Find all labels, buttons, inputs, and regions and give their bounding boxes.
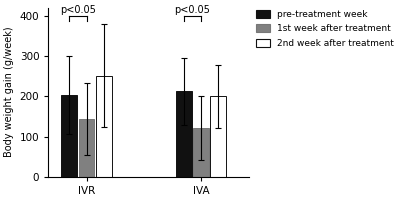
Legend: pre-treatment week, 1st week after treatment, 2nd week after treatment: pre-treatment week, 1st week after treat… <box>255 9 395 49</box>
Y-axis label: Body weight gain (g/week): Body weight gain (g/week) <box>4 27 14 157</box>
Bar <box>176 91 192 177</box>
Bar <box>210 96 226 177</box>
Text: p<0.05: p<0.05 <box>60 5 96 15</box>
Bar <box>79 119 94 177</box>
Bar <box>193 128 209 177</box>
Bar <box>62 95 77 177</box>
Bar <box>96 76 112 177</box>
Text: p<0.05: p<0.05 <box>174 5 210 15</box>
